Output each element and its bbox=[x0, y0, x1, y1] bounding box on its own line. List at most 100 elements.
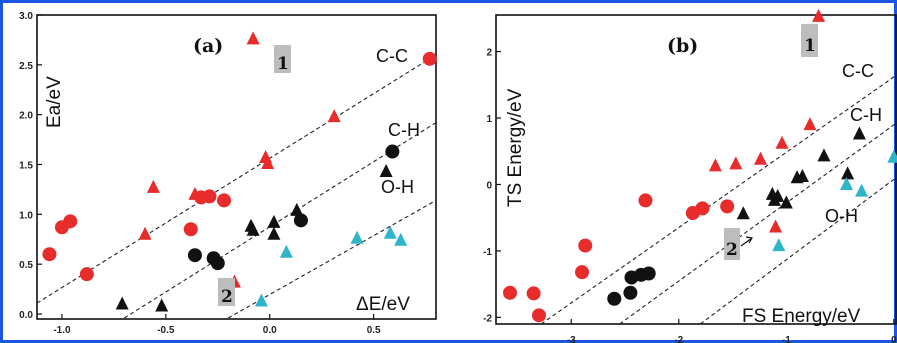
panel-a-x-tick-label: 0.0 bbox=[263, 325, 277, 336]
panel-b-black-circle-point bbox=[623, 285, 638, 300]
panel-a-line-label-ch: C-H bbox=[388, 120, 420, 140]
panel-b-point-1-label: 1 bbox=[804, 36, 816, 56]
panel-b-red-circle-point bbox=[575, 265, 590, 280]
panel-a-black-triangle-point bbox=[379, 163, 393, 177]
panel-b-black-triangle-point bbox=[852, 126, 866, 140]
panel-b-black-triangle-point bbox=[779, 195, 793, 209]
panel-b-plot-area bbox=[495, 14, 897, 325]
panel-a-y-axis-title: Ea/eV bbox=[44, 76, 65, 128]
panel-b-tag: (b) bbox=[667, 35, 698, 57]
panel-b-point-2-arrow bbox=[740, 236, 753, 247]
panel-a-x-tick-label: -1.0 bbox=[53, 325, 71, 336]
panel-a-cyan-triangle-point bbox=[254, 293, 268, 307]
panel-b-y-tick-label: 1 bbox=[486, 114, 492, 125]
panel-b-black-triangle-point bbox=[795, 168, 809, 182]
panel-a-cyan-triangle-point bbox=[279, 244, 293, 258]
panel-a-black-circle-point bbox=[210, 256, 225, 271]
panel-b-red-triangle-point bbox=[708, 158, 722, 172]
panel-b-red-circle-point bbox=[720, 199, 735, 214]
panel-b-line-label-ch: C-H bbox=[850, 105, 882, 125]
panel-b-x-tick-label: -3 bbox=[567, 335, 576, 343]
panel-b-cyan-triangle-point bbox=[772, 238, 786, 252]
panel-b-red-circle-point bbox=[532, 308, 547, 323]
panel-a-red-circle-point bbox=[79, 267, 94, 282]
panel-a: -1.0 -0.5 0.0 0.50.00.51.01.52.02.53.0 (a) … bbox=[19, 11, 437, 336]
panel-b-cyan-triangle-point bbox=[887, 149, 897, 163]
panel-a-red-triangle-point bbox=[261, 156, 275, 170]
panel-a-black-triangle-point bbox=[290, 202, 304, 216]
panel-b-red-triangle-point bbox=[775, 135, 789, 149]
panel-b-red-triangle-point bbox=[729, 156, 743, 170]
panel-a-y-tick-label: 1.5 bbox=[19, 161, 33, 172]
panel-a-black-triangle-point bbox=[115, 296, 129, 310]
panel-a-red-circle-point bbox=[217, 193, 232, 208]
panel-b-y-tick-label: 2 bbox=[486, 48, 492, 59]
panel-a-red-circle-point bbox=[422, 51, 437, 66]
panel-a-point-2-label: 2 bbox=[221, 287, 233, 307]
panel-b-black-triangle-point bbox=[771, 188, 785, 202]
panel-a-cyan-triangle-point bbox=[383, 225, 397, 239]
panel-b-x-tick-label: 0 bbox=[891, 335, 897, 343]
panel-a-red-triangle-point bbox=[146, 179, 160, 193]
panel-a-y-tick-label: 3.0 bbox=[19, 11, 33, 22]
panel-b-y-axis-title: TS Energy/eV bbox=[505, 88, 526, 207]
panel-a-x-tick-label: -0.5 bbox=[157, 325, 175, 336]
panel-b-reference-lines bbox=[540, 75, 897, 325]
panel-a-x-axis-title: ΔE/eV bbox=[356, 294, 410, 315]
panel-a-plot-area bbox=[36, 14, 437, 320]
panel-b-cyan-triangle-point bbox=[840, 176, 854, 190]
panel-a-point-1-label: 1 bbox=[277, 54, 289, 74]
panel-a-reference-lines bbox=[36, 54, 437, 319]
panel-b-red-circle-point bbox=[638, 193, 653, 208]
panel-a-red-triangle-point bbox=[327, 109, 341, 123]
panel-b-ticks: -3 -2 -1 0 -2 -1 0 1 2 bbox=[483, 48, 897, 343]
panel-a-reference-line-c-c bbox=[36, 54, 437, 304]
panel-b-point-1-box bbox=[801, 24, 818, 57]
panel-a-line-label-cc: C-C bbox=[376, 46, 408, 66]
panel-b-reference-line-o-h bbox=[699, 177, 897, 325]
panel-b-red-circle-point bbox=[502, 285, 517, 300]
panel-b-red-circle-point bbox=[695, 201, 710, 216]
panel-a-point-1-box bbox=[274, 45, 291, 73]
panel-b-cyan-triangle-point bbox=[855, 183, 869, 197]
panel-a-red-circle-point bbox=[183, 222, 198, 237]
panel-a-y-tick-label: 2.5 bbox=[19, 61, 33, 72]
panel-b-red-triangle-point bbox=[769, 219, 783, 233]
panel-a-red-circle-point bbox=[63, 214, 78, 229]
panel-b-points bbox=[502, 8, 897, 323]
panel-a-reference-line-o-h bbox=[227, 199, 437, 319]
panel-a-y-tick-label: 1.0 bbox=[19, 210, 33, 221]
panel-b: -3 -2 -1 0 -2 -1 0 1 2 (b) TS Energy/eV FS Energ… bbox=[483, 8, 897, 343]
panel-a-black-triangle-point bbox=[267, 214, 281, 228]
panel-a-black-circle-point bbox=[187, 248, 202, 263]
panel-b-black-circle-point bbox=[607, 291, 622, 306]
panel-a-cyan-triangle-point bbox=[350, 230, 364, 244]
panel-b-black-triangle-point bbox=[817, 148, 831, 162]
panel-a-point-2-box bbox=[218, 278, 235, 306]
panel-a-line-label-oh: O-H bbox=[381, 177, 414, 197]
panel-a-ticks: -1.0 -0.5 0.0 0.5 0.0 0.5 1.0 1.5 2.0 2.5 3.0 bbox=[19, 11, 381, 336]
panel-a-reference-line-c-h bbox=[123, 122, 437, 319]
panel-b-reference-line-c-c bbox=[540, 75, 897, 325]
panel-a-tag: (a) bbox=[193, 35, 223, 57]
panel-b-line-label-cc: C-C bbox=[842, 61, 874, 81]
panel-a-red-triangle-point bbox=[138, 226, 152, 240]
panel-b-black-triangle-point bbox=[736, 206, 750, 220]
panel-b-red-triangle-point bbox=[803, 117, 817, 131]
panel-b-red-triangle-point bbox=[754, 151, 768, 165]
panel-a-red-triangle-point bbox=[188, 186, 202, 200]
panel-b-red-circle-point bbox=[578, 238, 593, 253]
panel-a-red-triangle-point bbox=[246, 31, 260, 45]
panel-a-black-triangle-point bbox=[246, 222, 260, 236]
panel-a-black-circle-point bbox=[293, 213, 308, 228]
panel-b-y-tick-label: -2 bbox=[483, 313, 492, 324]
panel-b-black-triangle-point bbox=[841, 166, 855, 180]
panel-a-points bbox=[42, 31, 437, 312]
panel-a-black-circle-point bbox=[385, 144, 400, 159]
panel-b-line-label-oh: O-H bbox=[825, 206, 858, 226]
panel-a-y-tick-label: 2.0 bbox=[19, 111, 33, 122]
panel-a-cyan-triangle-point bbox=[394, 232, 408, 246]
panel-b-point-2-box bbox=[724, 228, 740, 260]
panel-a-red-circle-point bbox=[202, 189, 217, 204]
